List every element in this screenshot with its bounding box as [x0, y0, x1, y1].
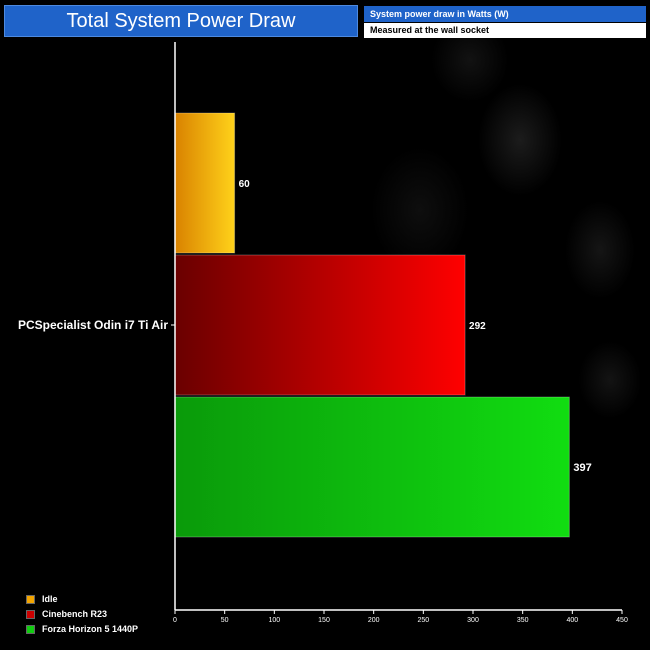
x-tick-label: 100: [268, 617, 280, 624]
legend-label: Forza Horizon 5 1440P: [42, 624, 139, 634]
x-tick-label: 150: [318, 617, 330, 624]
legend-label: Cinebench R23: [42, 609, 108, 619]
x-tick-label: 250: [417, 617, 429, 624]
legend: Idle Cinebench R23 Forza Horizon 5 1440P: [26, 592, 138, 637]
info-measurement: Measured at the wall socket: [364, 23, 646, 38]
x-tick-label: 300: [467, 617, 479, 624]
bar-cinebench: [174, 254, 466, 396]
legend-swatch: [26, 624, 35, 634]
legend-swatch: [26, 594, 35, 604]
x-tick-label: 450: [616, 617, 628, 624]
x-tick-label: 50: [221, 617, 229, 624]
x-tick-label: 350: [517, 617, 529, 624]
x-tick-label: 0: [173, 617, 177, 624]
data-label-forza: 397: [573, 462, 591, 474]
legend-item-forza: Forza Horizon 5 1440P: [26, 622, 138, 636]
legend-swatch: [26, 609, 35, 619]
info-units: System power draw in Watts (W): [364, 6, 646, 22]
legend-item-cinebench: Cinebench R23: [26, 607, 138, 621]
x-tick-label: 400: [566, 617, 578, 624]
data-label-idle: 60: [239, 179, 251, 190]
x-tick-label: 200: [368, 617, 380, 624]
bar-forza: [174, 396, 570, 538]
bar-idle: [174, 112, 236, 254]
category-label: PCSpecialist Odin i7 Ti Air: [18, 318, 169, 332]
legend-item-idle: Idle: [26, 592, 138, 606]
legend-label: Idle: [42, 594, 58, 604]
data-label-cinebench: 292: [469, 321, 486, 332]
chart-title: Total System Power Draw: [4, 5, 358, 37]
